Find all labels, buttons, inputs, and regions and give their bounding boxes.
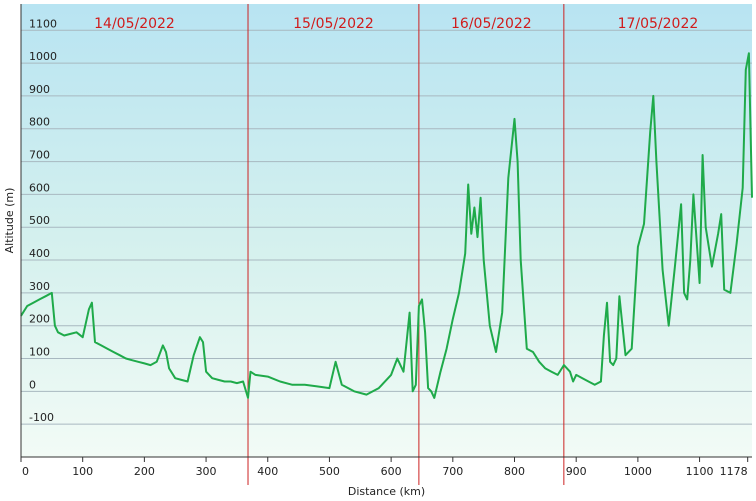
y-tick-label: 600 — [29, 181, 50, 194]
y-tick-label: 100 — [29, 346, 50, 359]
x-tick-label: 700 — [442, 465, 463, 478]
y-tick-label: 700 — [29, 149, 50, 162]
y-tick-label: 0 — [29, 378, 36, 391]
y-axis-label: Altitude (m) — [3, 188, 16, 254]
y-tick-label: 900 — [29, 83, 50, 96]
x-tick-label: 900 — [566, 465, 587, 478]
x-tick-label: 500 — [319, 465, 340, 478]
x-tick-label: 200 — [134, 465, 155, 478]
y-tick-label: 500 — [29, 214, 50, 227]
day-label: 14/05/2022 — [94, 16, 175, 32]
plot-background — [21, 4, 752, 457]
day-label: 15/05/2022 — [293, 16, 374, 32]
y-tick-label: 1100 — [29, 17, 57, 30]
x-axis-label: Distance (km) — [348, 485, 425, 498]
x-tick-label: 1100 — [686, 465, 714, 478]
y-tick-label: -100 — [29, 411, 54, 424]
y-tick-label: 200 — [29, 313, 50, 326]
day-label: 17/05/2022 — [618, 16, 699, 32]
y-tick-label: 400 — [29, 247, 50, 260]
x-tick-label: 1000 — [624, 465, 652, 478]
x-tick-label: 400 — [257, 465, 278, 478]
altitude-line — [20, 52, 753, 399]
y-tick-label: 800 — [29, 116, 50, 129]
x-tick-label: 600 — [381, 465, 402, 478]
x-tick-label: 0 — [22, 465, 29, 478]
x-tick-label: 800 — [504, 465, 525, 478]
x-tick-label: 1178 — [720, 465, 748, 478]
y-tick-label: 300 — [29, 280, 50, 293]
y-tick-label: 1000 — [29, 50, 57, 63]
x-tick-label: 300 — [196, 465, 217, 478]
day-label: 16/05/2022 — [451, 16, 532, 32]
x-tick-label: 100 — [72, 465, 93, 478]
